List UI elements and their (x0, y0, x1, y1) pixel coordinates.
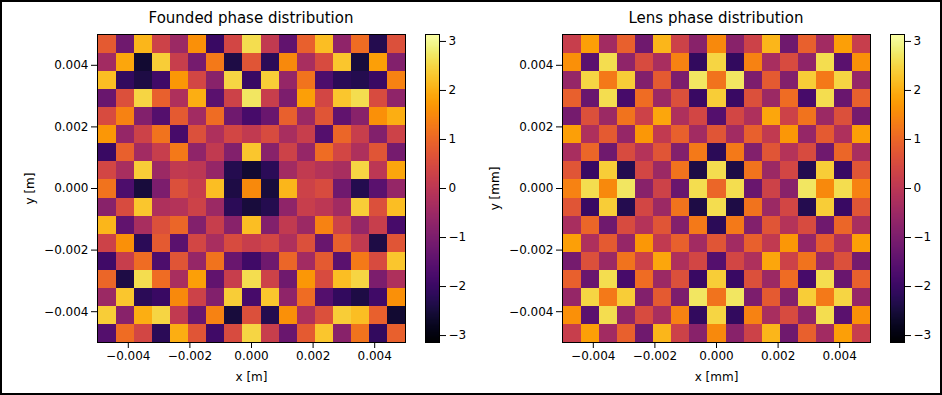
svg-text:1: 1 (449, 132, 457, 146)
svg-text:0.000: 0.000 (234, 349, 268, 363)
svg-text:−1: −1 (449, 230, 467, 244)
html-text:Lens phase distribution: Lens phase distribution (628, 9, 804, 27)
svg-text:0: 0 (914, 181, 922, 195)
svg-text:2: 2 (914, 83, 922, 97)
svg-text:1: 1 (914, 132, 922, 146)
svg-text:−3: −3 (449, 328, 467, 342)
svg-text:x [m]: x [m] (236, 370, 268, 384)
svg-text:0.004: 0.004 (54, 58, 88, 72)
svg-text:−2: −2 (449, 279, 467, 293)
svg-text:3: 3 (449, 34, 457, 48)
svg-text:−0.002: −0.002 (509, 243, 553, 257)
svg-text:0.000: 0.000 (54, 181, 88, 195)
svg-text:−0.002: −0.002 (633, 349, 677, 363)
svg-text:2: 2 (449, 83, 457, 97)
svg-text:−2: −2 (914, 279, 932, 293)
svg-text:−0.002: −0.002 (168, 349, 212, 363)
svg-text:0.004: 0.004 (823, 349, 857, 363)
svg-text:0.002: 0.002 (761, 349, 795, 363)
svg-text:−1: −1 (914, 230, 932, 244)
svg-text:−0.004: −0.004 (509, 305, 553, 319)
svg-text:y [m]: y [m] (23, 173, 37, 205)
svg-text:0.002: 0.002 (296, 349, 330, 363)
svg-text:0.002: 0.002 (54, 120, 88, 134)
svg-text:0.000: 0.000 (699, 349, 733, 363)
svg-text:0.002: 0.002 (519, 120, 553, 134)
svg-text:−0.004: −0.004 (44, 305, 88, 319)
svg-text:−3: −3 (914, 328, 932, 342)
svg-text:0: 0 (449, 181, 457, 195)
html-text:Founded phase distribution: Founded phase distribution (148, 9, 354, 27)
svg-text:0.004: 0.004 (519, 58, 553, 72)
svg-text:y [mm]: y [mm] (488, 167, 502, 211)
svg-text:−0.004: −0.004 (571, 349, 615, 363)
svg-text:−0.004: −0.004 (106, 349, 150, 363)
svg-text:−0.002: −0.002 (44, 243, 88, 257)
svg-text:0.004: 0.004 (358, 349, 392, 363)
svg-text:3: 3 (914, 34, 922, 48)
svg-text:x [mm]: x [mm] (695, 370, 739, 384)
svg-text:0.000: 0.000 (519, 181, 553, 195)
